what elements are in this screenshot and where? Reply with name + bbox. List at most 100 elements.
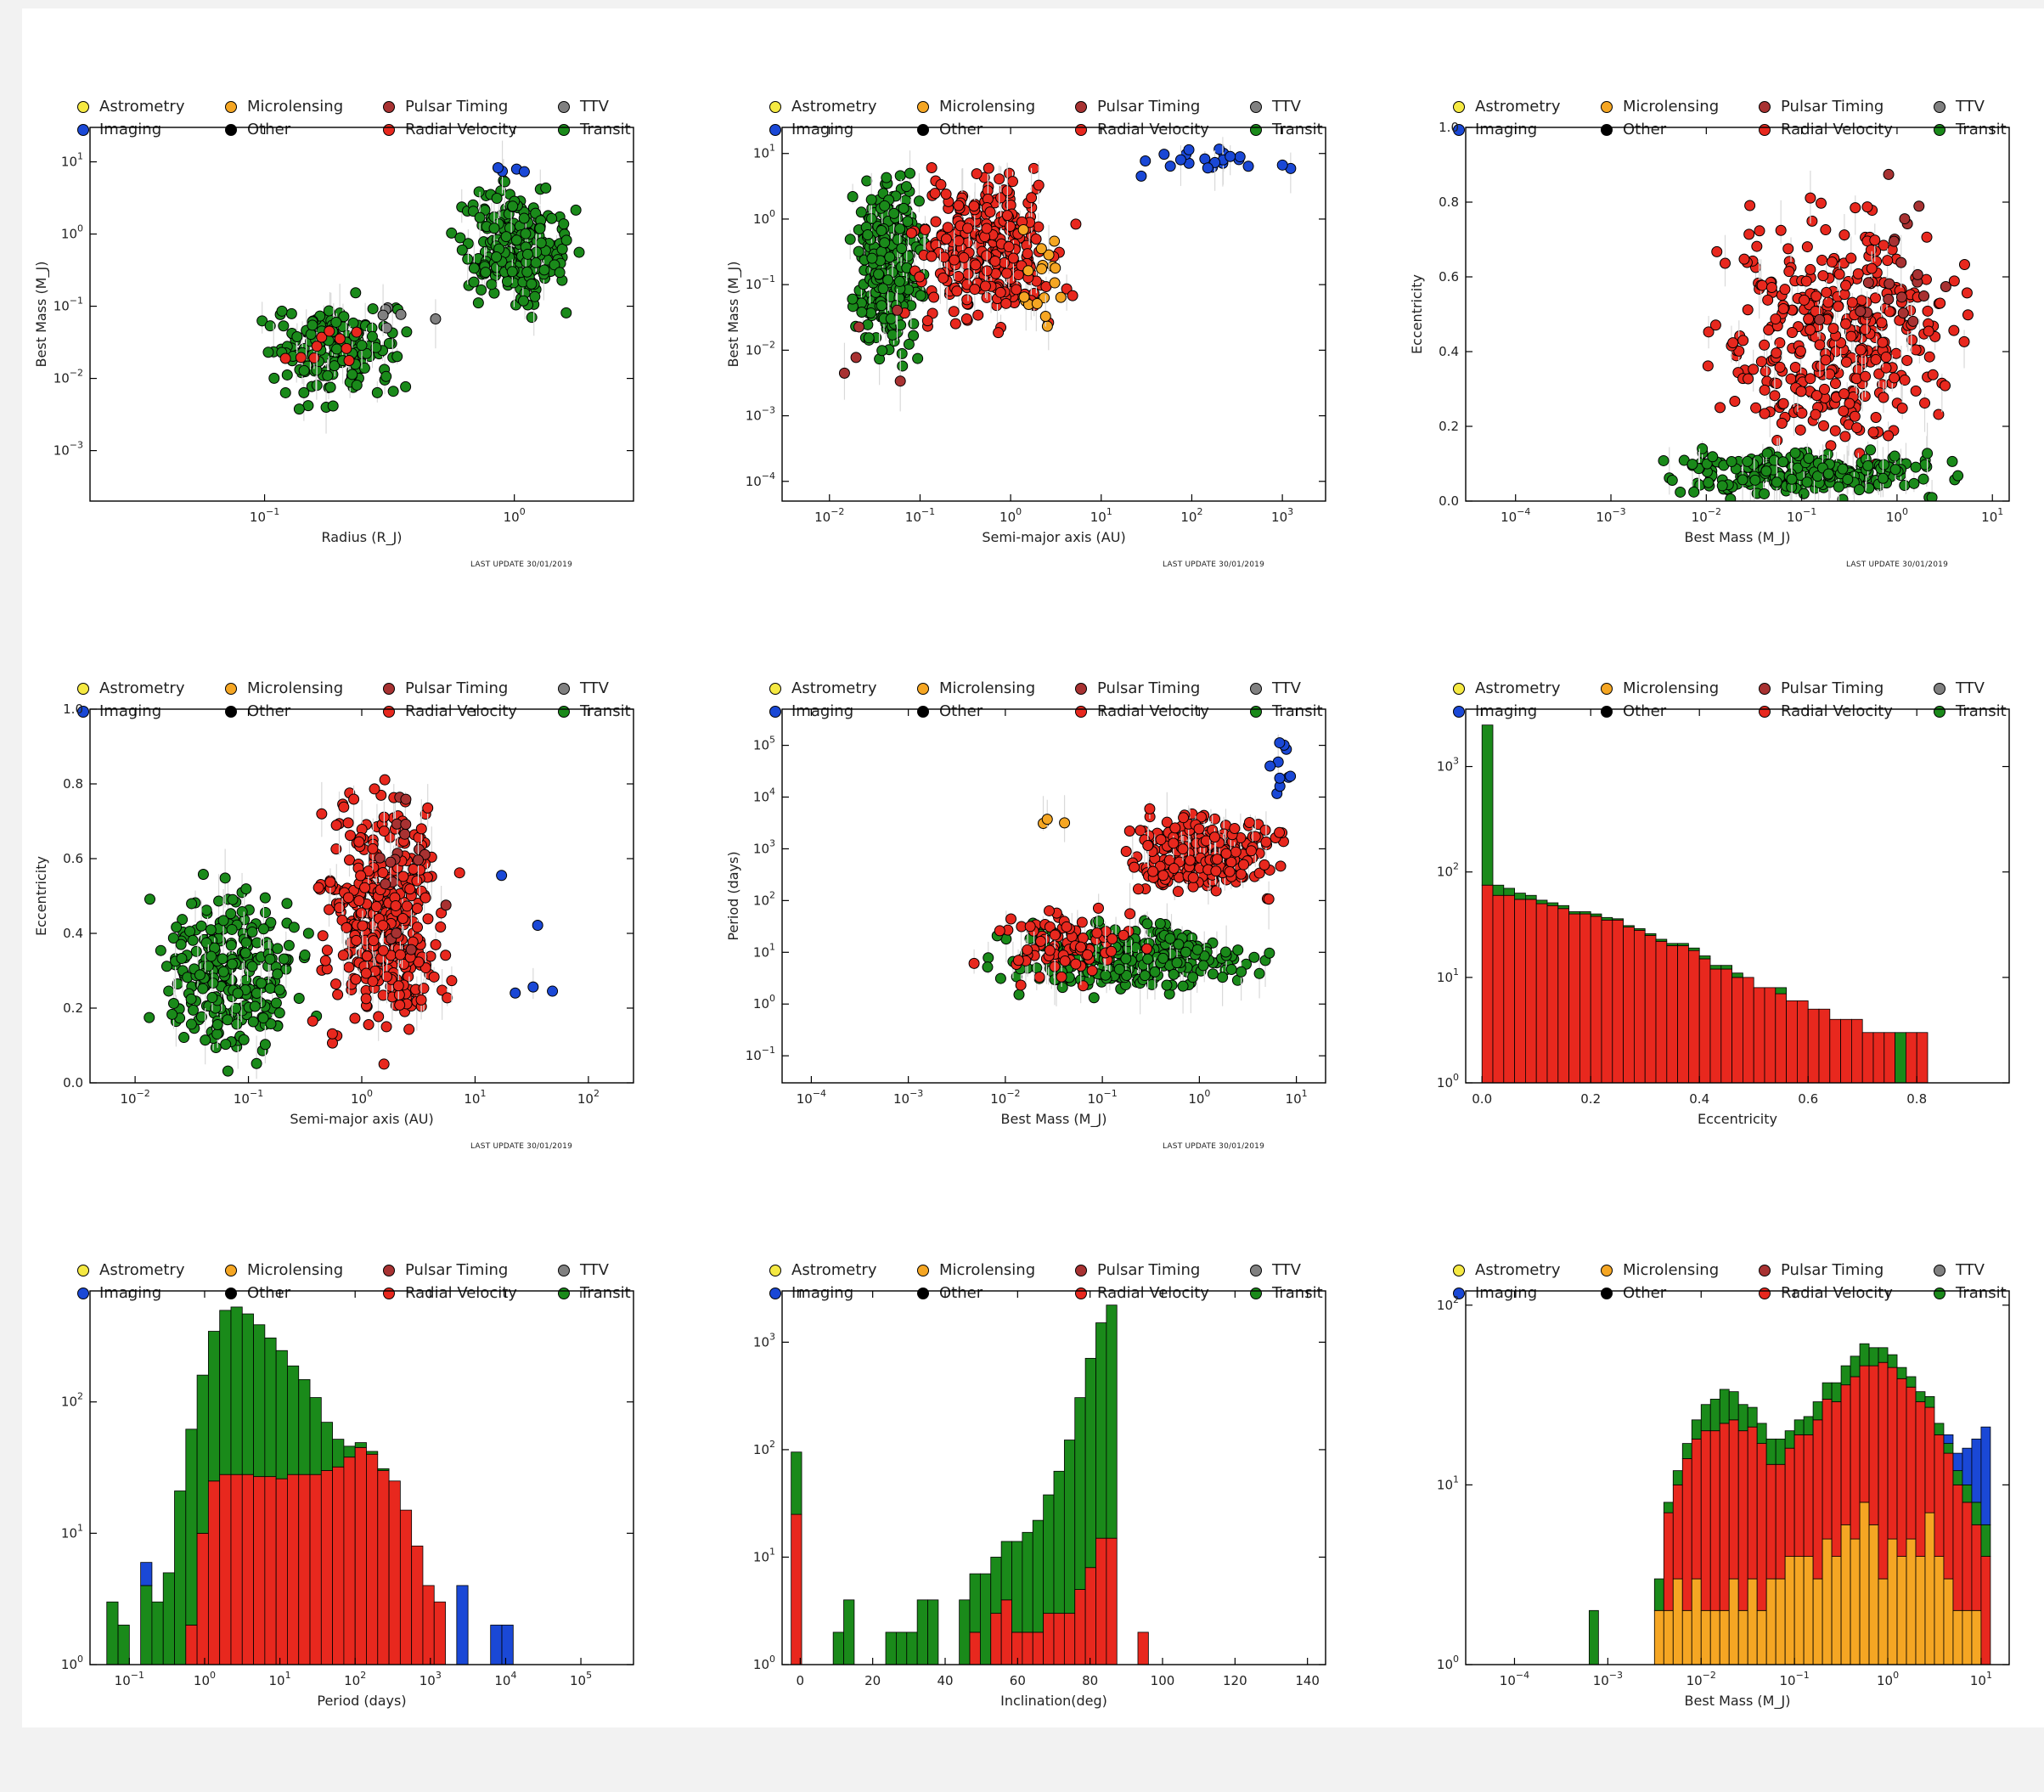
data-point [293, 403, 305, 415]
data-point [1001, 210, 1013, 222]
data-point [324, 325, 335, 337]
tick-label: 10−1 [1087, 1088, 1117, 1107]
histogram-bar [207, 1331, 221, 1482]
data-point [456, 244, 468, 256]
legend-item: Imaging [77, 121, 225, 138]
histogram-bar [1588, 1609, 1599, 1665]
tick-label: 10−1 [905, 506, 935, 525]
data-point [446, 227, 458, 239]
data-point [251, 988, 262, 1000]
data-point [344, 830, 356, 842]
data-point [188, 1004, 200, 1016]
legend-marker-icon [917, 1287, 929, 1299]
histogram-bar [1980, 1524, 1991, 1557]
legend-marker-icon [1601, 682, 1613, 695]
data-point [971, 168, 983, 180]
histogram-bar [1840, 1365, 1851, 1386]
legend-label: Pulsar Timing [405, 1261, 509, 1279]
histogram-bar [1784, 1447, 1795, 1557]
data-point [397, 913, 408, 925]
data-point [1907, 315, 1919, 327]
data-point [518, 166, 530, 178]
data-point [510, 987, 521, 999]
histogram-bar [1924, 1406, 1935, 1513]
data-point [491, 192, 503, 204]
tick-label: 100 [999, 506, 1022, 525]
legend-marker-icon [1075, 1287, 1087, 1299]
legend-marker-icon [1601, 100, 1613, 113]
legend-label: Microlensing [939, 98, 1036, 116]
legend-item: Other [917, 1284, 1075, 1302]
legend-item: Radial Velocity [1075, 702, 1250, 720]
data-point [1861, 201, 1873, 213]
data-point [1121, 969, 1133, 981]
histogram-bar [253, 1476, 266, 1665]
data-point [951, 285, 963, 297]
data-point [1049, 929, 1061, 941]
data-point [1031, 962, 1043, 974]
data-point [912, 352, 924, 364]
tick-label: 102 [753, 1439, 775, 1457]
legend-label: TTV [1272, 1261, 1301, 1279]
legend-label: Radial Velocity [405, 702, 517, 720]
histogram-bar [1850, 1376, 1861, 1540]
histogram-bar [1878, 1361, 1889, 1580]
legend: Astrometry Microlensing Pulsar Timing TTV Im… [77, 679, 651, 720]
x-axis-label: Best Mass (M_J) [1685, 529, 1791, 546]
data-point [1760, 465, 1772, 477]
legend-item: Transit [558, 1284, 651, 1302]
histogram-bar [309, 1474, 322, 1665]
data-point [256, 315, 268, 327]
data-point [356, 907, 368, 919]
legend-item: Other [1601, 702, 1759, 720]
legend-label: Microlensing [1623, 98, 1720, 116]
histogram-bar [241, 1474, 254, 1665]
data-point [341, 921, 352, 933]
data-point [1274, 826, 1286, 838]
histogram-bar [298, 1378, 311, 1475]
histogram-bar [1952, 1452, 1963, 1472]
legend-label: TTV [580, 1261, 609, 1279]
data-point [1876, 317, 1888, 329]
legend-item: Microlensing [1601, 679, 1759, 697]
histogram-bar [1691, 1419, 1702, 1440]
data-point [163, 985, 175, 997]
data-point [200, 904, 212, 916]
last-update-note: LAST UPDATE 30/01/2019 [1846, 561, 1949, 569]
histogram-bar [1011, 1541, 1023, 1633]
tick-label: 10−3 [893, 1088, 923, 1107]
legend-label: Pulsar Timing [1781, 1261, 1884, 1279]
data-point [1077, 933, 1089, 944]
data-point [291, 331, 303, 343]
histogram-bar [1719, 1423, 1730, 1611]
legend-item: Astrometry [769, 98, 917, 116]
legend-label: Pulsar Timing [1097, 679, 1201, 697]
legend-marker-icon [1075, 123, 1087, 136]
histogram-bar [1032, 1631, 1045, 1665]
histogram-bar [230, 1474, 243, 1665]
histogram-bar [1524, 894, 1537, 900]
data-point [1801, 241, 1813, 253]
data-point [969, 284, 981, 296]
data-point [953, 200, 965, 211]
data-point [1862, 277, 1874, 289]
legend-label: TTV [580, 98, 609, 116]
tick-label: 10−1 [234, 1088, 263, 1107]
data-point [171, 921, 183, 933]
legend-label: Imaging [99, 121, 162, 138]
data-point [1896, 403, 1908, 414]
data-point [894, 223, 906, 234]
data-point [195, 920, 207, 932]
data-point [1948, 324, 1960, 336]
data-point [1715, 402, 1726, 414]
legend-label: Other [939, 702, 983, 720]
data-point [1168, 863, 1180, 875]
tick-label: 100 [1877, 1670, 1899, 1688]
legend-item: Imaging [77, 702, 225, 720]
data-point [186, 898, 198, 910]
histogram-bar [1962, 1502, 1973, 1611]
data-point [185, 993, 197, 1005]
data-point [305, 329, 317, 341]
tick-label: 0.6 [1439, 269, 1459, 285]
data-point [521, 266, 533, 278]
